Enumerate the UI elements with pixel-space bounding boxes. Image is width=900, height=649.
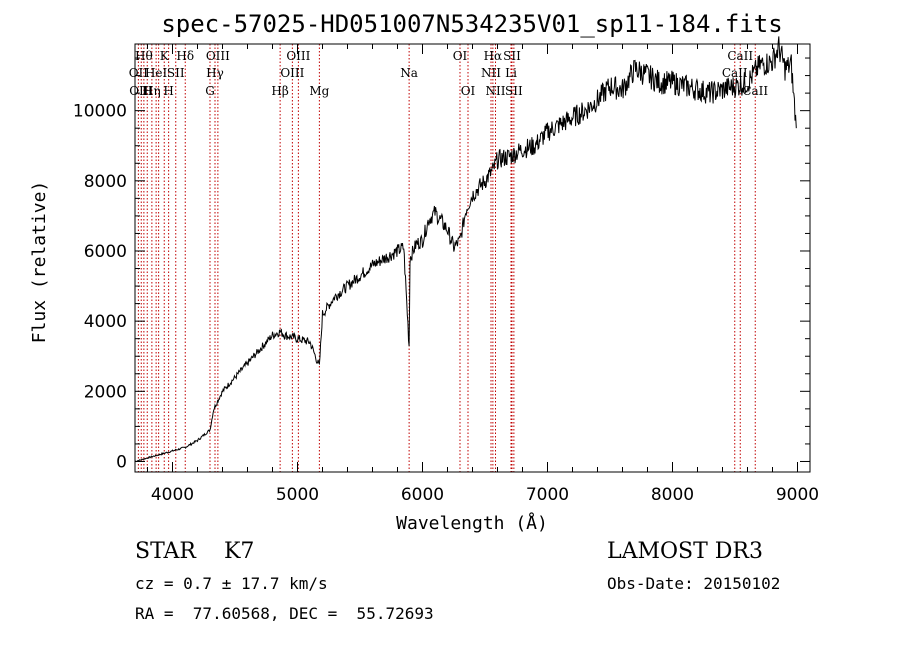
chart-title: spec-57025-HD051007N534235V01_sp11-184.f… [161, 10, 782, 38]
y-axis-label: Flux (relative) [29, 181, 50, 344]
line-label: HeI [145, 66, 168, 80]
object-class: STAR K7 [135, 539, 255, 564]
line-labels: OIIOIIIHθHHηHeIKHSIIHδGHγOIIIHβOIIIOIIIM… [129, 49, 769, 98]
plot-frame [134, 43, 811, 473]
line-label: Hθ [135, 49, 153, 63]
line-label: Hγ [206, 66, 224, 80]
x-tick-label: 6000 [401, 485, 444, 505]
line-label: Mg [309, 84, 329, 98]
line-label: SII [503, 49, 521, 63]
y-tick-label: 8000 [84, 172, 127, 192]
line-label: OIII [206, 49, 230, 63]
line-label: NII [486, 84, 506, 98]
x-axis-label: Wavelength (Å) [396, 512, 548, 534]
obs-date: Obs-Date: 20150102 [607, 574, 781, 593]
x-tick-label: 9000 [776, 485, 819, 505]
line-label: K [160, 49, 170, 63]
line-label: SII [505, 84, 523, 98]
line-label: OIII [286, 49, 310, 63]
x-tick-label: 4000 [151, 485, 194, 505]
line-label: OIII [280, 66, 304, 80]
line-label: CaII [722, 66, 748, 80]
line-label: Hη [143, 84, 161, 98]
line-label: H [142, 84, 152, 98]
spectrum-line [134, 36, 797, 463]
line-label: NII [481, 66, 501, 80]
y-tick-label: 2000 [84, 382, 127, 402]
line-label: H [163, 84, 173, 98]
y-tick-label: 6000 [84, 242, 127, 262]
line-label: OI [453, 49, 468, 63]
line-label: G [205, 84, 215, 98]
x-axis: 4000 5000 6000 7000 8000 9000 [147, 44, 819, 505]
redshift-text: cz = 0.7 ± 17.7 km/s [135, 574, 328, 593]
y-tick-label: 4000 [84, 312, 127, 332]
line-label: Li [505, 66, 517, 80]
line-markers [137, 44, 756, 472]
survey-name: LAMOST DR3 [607, 539, 763, 564]
line-label: OII [129, 66, 149, 80]
y-tick-label: 10000 [73, 102, 127, 122]
line-label: CaII [742, 84, 768, 98]
y-tick-label: 0 [116, 452, 127, 472]
x-tick-label: 5000 [276, 485, 319, 505]
line-label: CaII [727, 49, 753, 63]
line-label: Hδ [176, 49, 194, 63]
line-label: Hβ [271, 84, 288, 98]
x-tick-label: 7000 [526, 485, 569, 505]
y-axis: 0 2000 4000 6000 8000 10000 [73, 57, 810, 472]
line-label: SII [167, 66, 185, 80]
line-label: Na [400, 66, 418, 80]
line-label: OI [461, 84, 476, 98]
line-label: Hα [484, 49, 503, 63]
coordinates-text: RA = 77.60568, DEC = 55.72693 [135, 604, 434, 623]
x-tick-label: 8000 [651, 485, 694, 505]
